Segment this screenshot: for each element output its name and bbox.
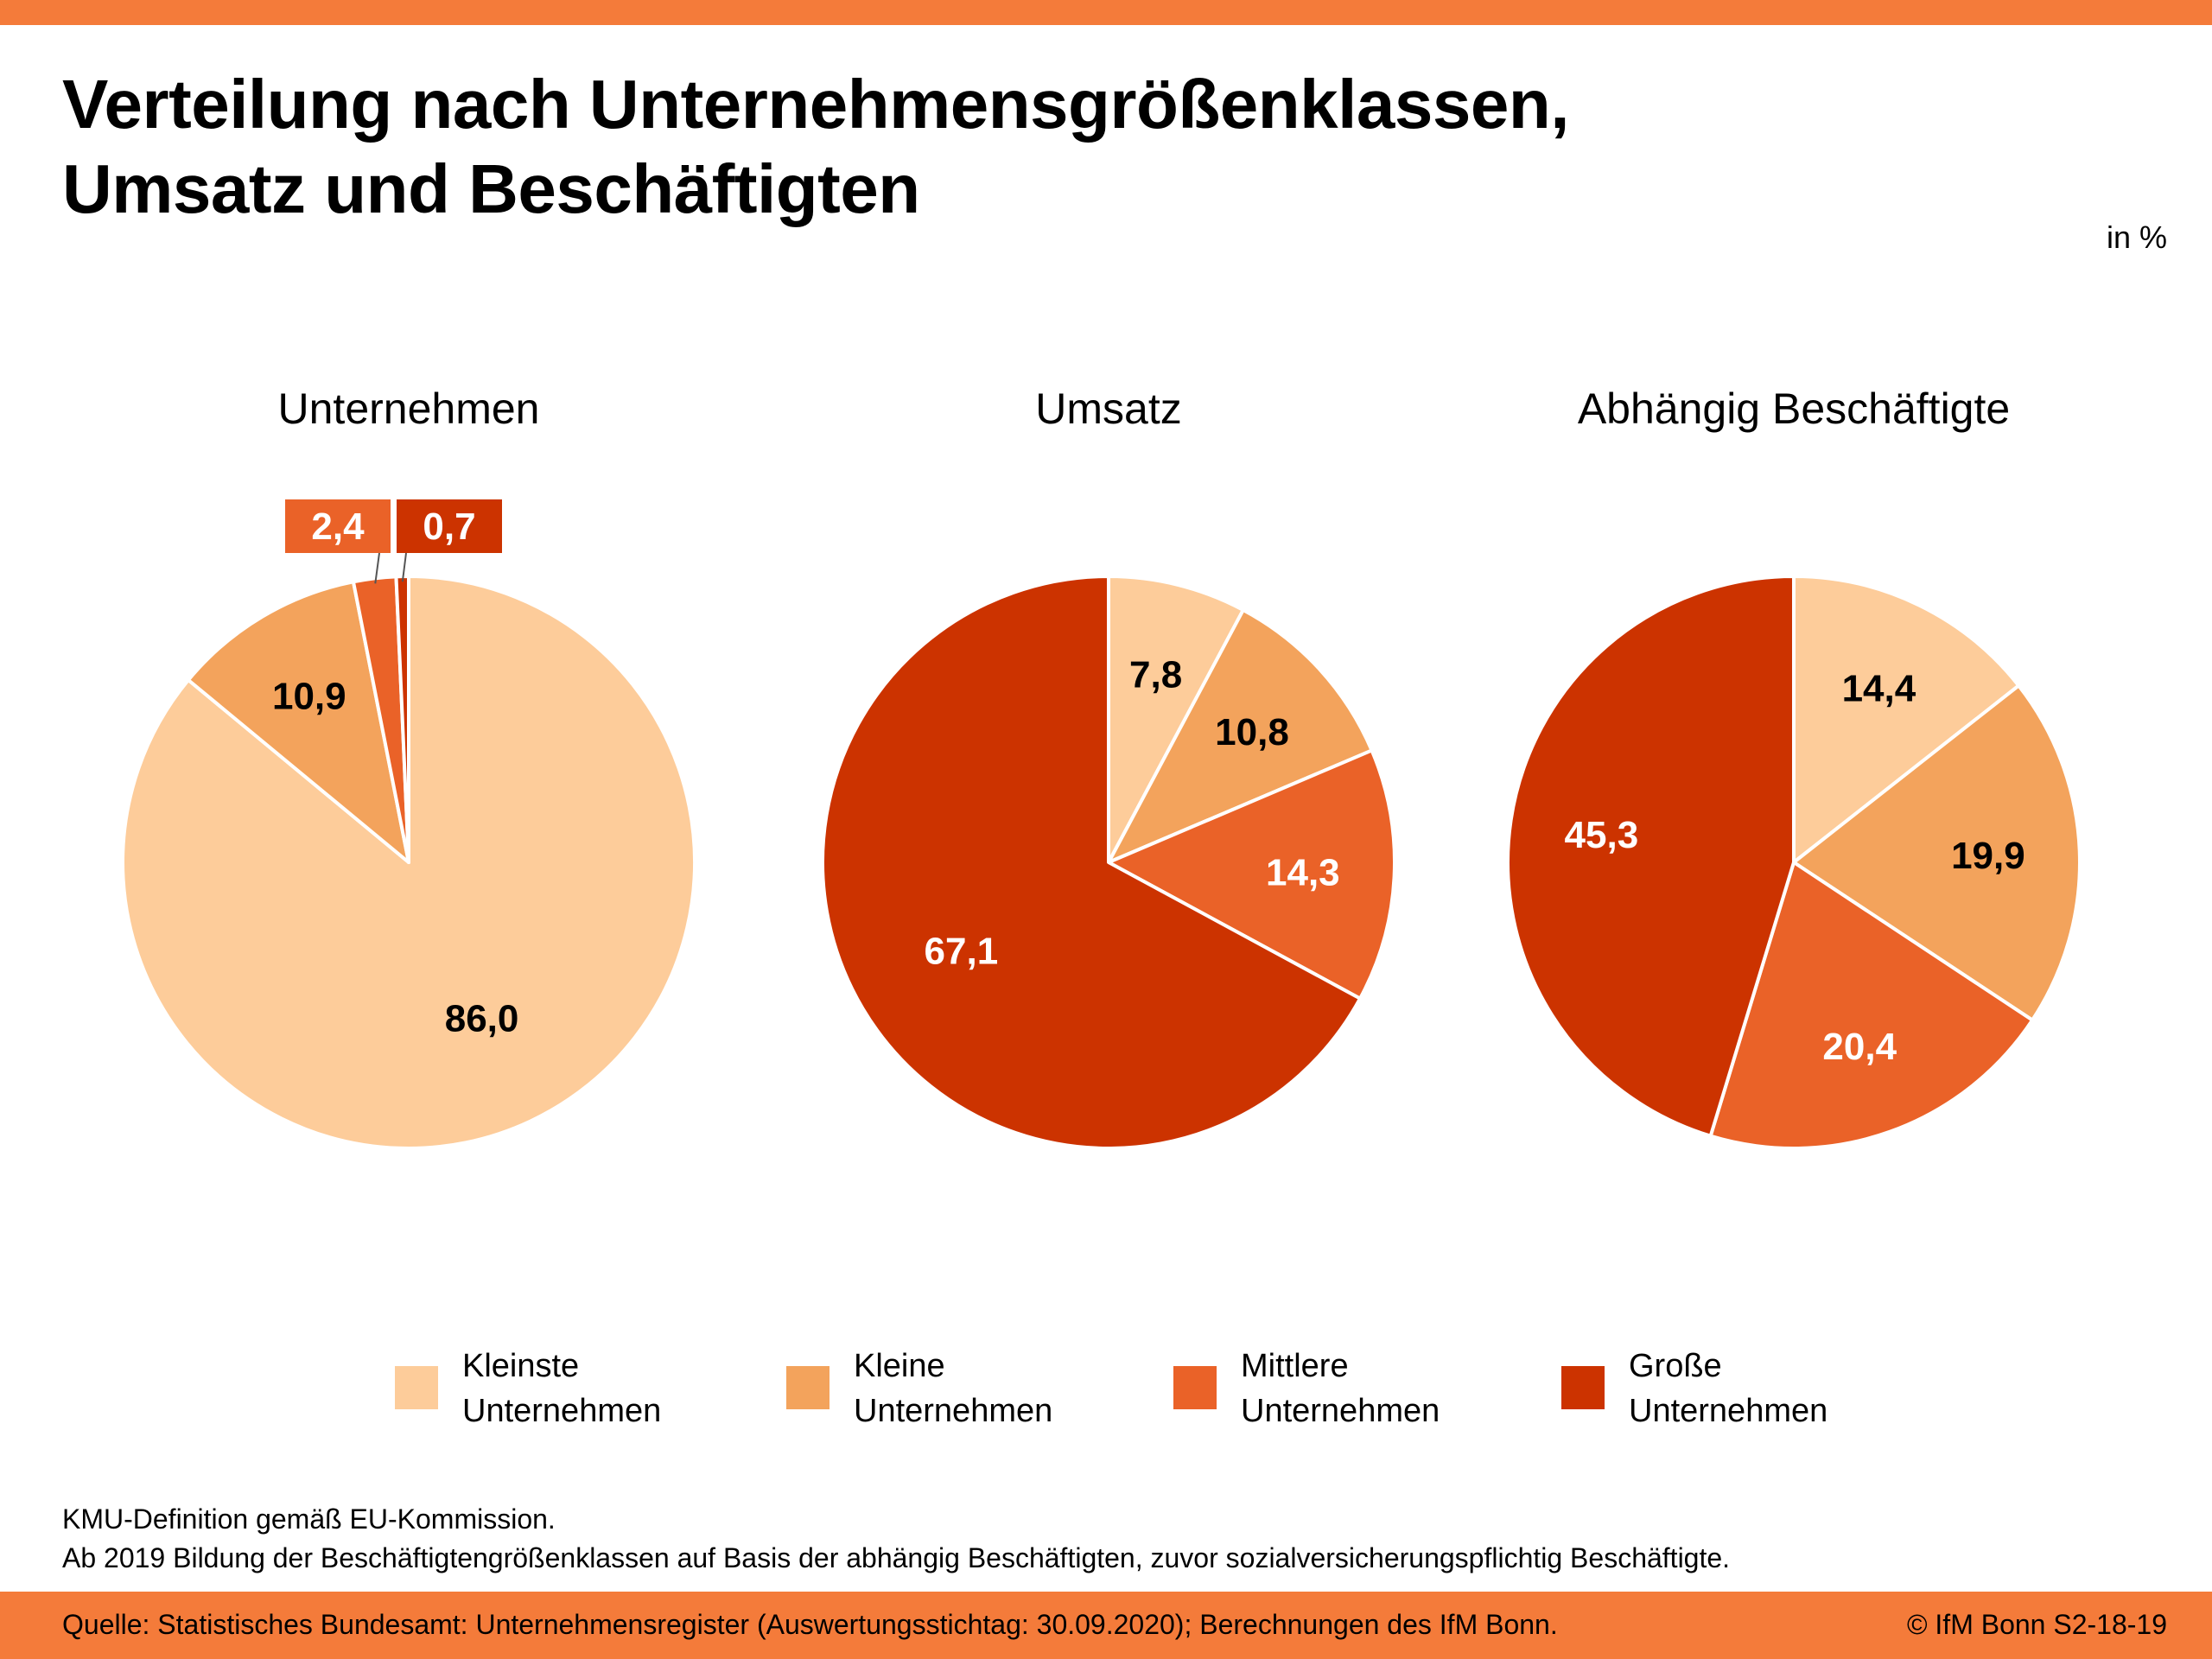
pie-title: Unternehmen — [278, 385, 540, 433]
pie-value-label: 7,8 — [1129, 654, 1182, 696]
title-line-2: Umsatz und Beschäftigten — [62, 150, 920, 227]
pie-slice — [1708, 861, 2035, 1150]
pie-title: Abhängig Beschäftigte — [1578, 385, 2010, 433]
pie-slice — [1506, 575, 1796, 1138]
pie-value-label: 0,7 — [423, 505, 475, 548]
legend-label: Kleinste Unternehmen — [462, 1348, 662, 1429]
pie-chart-3: Abhängig Beschäftigte 14,4 19,9 20,4 45,3 — [1506, 385, 2082, 1150]
pie-value-label: 19,9 — [1951, 835, 2025, 877]
pie-charts: Unternehmen 86,0 10,9 2,4 0,7 Umsatz 7,8 10,8 14… — [121, 385, 2082, 1150]
legend-swatch — [786, 1366, 830, 1409]
title-line-1: Verteilung nach Unternehmensgrößenklasse… — [62, 66, 1569, 143]
top-accent-bar — [0, 0, 2212, 25]
pie-value-label: 2,4 — [311, 505, 365, 548]
pie-slice — [1107, 607, 1374, 864]
pie-title: Umsatz — [1035, 385, 1181, 433]
pie-slice — [821, 575, 1363, 1150]
footnotes: KMU-Definition gemäß EU-Kommission. Ab 2… — [62, 1500, 1730, 1578]
pie-value-label: 86,0 — [445, 998, 519, 1040]
footer-bar — [0, 1592, 2212, 1659]
callout-leader — [374, 552, 380, 584]
pie-slice — [1792, 683, 2082, 1022]
pie-slice — [1792, 575, 2021, 864]
pie-chart-2: Umsatz 7,8 10,8 14,3 67,1 — [821, 385, 1396, 1150]
pie-slice — [1107, 575, 1245, 864]
footnote-size-classes: Ab 2019 Bildung der Beschäftigtengrößenk… — [62, 1542, 1731, 1573]
pie-value-label: 67,1 — [925, 931, 999, 973]
pie-slice — [121, 575, 696, 1150]
legend-label: Kleine Unternehmen — [854, 1348, 1053, 1429]
pie-value-label: 20,4 — [1822, 1026, 1897, 1068]
copyright-text: © IfM Bonn S2-18-19 — [1906, 1609, 2167, 1640]
legend: Kleinste Unternehmen Kleine Unternehmen … — [0, 1344, 2212, 1439]
pie-value-label: 45,3 — [1565, 814, 1639, 856]
source-text: Quelle: Statistisches Bundesamt: Unterne… — [62, 1609, 1558, 1640]
pie-slice — [1107, 748, 1396, 1001]
pie-value-label: 10,9 — [272, 676, 346, 718]
pie-slice — [186, 580, 410, 864]
legend-swatch — [1561, 1366, 1605, 1409]
pie-value-label: 14,4 — [1842, 668, 1916, 710]
legend-swatch — [1173, 1366, 1217, 1409]
legend-label: Mittlere Unternehmen — [1241, 1348, 1440, 1429]
legend-label: Große Unternehmen — [1629, 1348, 1828, 1429]
chart-title: Verteilung nach Unternehmensgrößenklasse… — [62, 62, 1569, 232]
unit-label: in % — [2106, 219, 2167, 255]
pie-value-label: 14,3 — [1266, 852, 1340, 894]
pie-value-label: 10,8 — [1215, 711, 1289, 753]
legend-swatch — [395, 1366, 438, 1409]
callout-box — [397, 499, 502, 553]
footnote-kmu-definition: KMU-Definition gemäß EU-Kommission. — [62, 1503, 556, 1535]
callout-leader — [401, 552, 407, 582]
callout-box — [285, 499, 391, 553]
pie-chart-1: Unternehmen 86,0 10,9 2,4 0,7 — [121, 385, 696, 1150]
